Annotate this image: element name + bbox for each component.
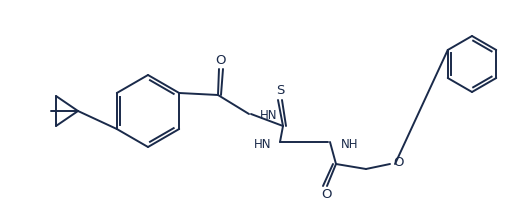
Text: S: S	[276, 85, 284, 97]
Text: O: O	[394, 157, 404, 170]
Text: NH: NH	[341, 137, 359, 151]
Text: HN: HN	[253, 137, 271, 151]
Text: O: O	[320, 188, 331, 202]
Text: HN: HN	[260, 109, 278, 123]
Text: O: O	[216, 54, 227, 67]
